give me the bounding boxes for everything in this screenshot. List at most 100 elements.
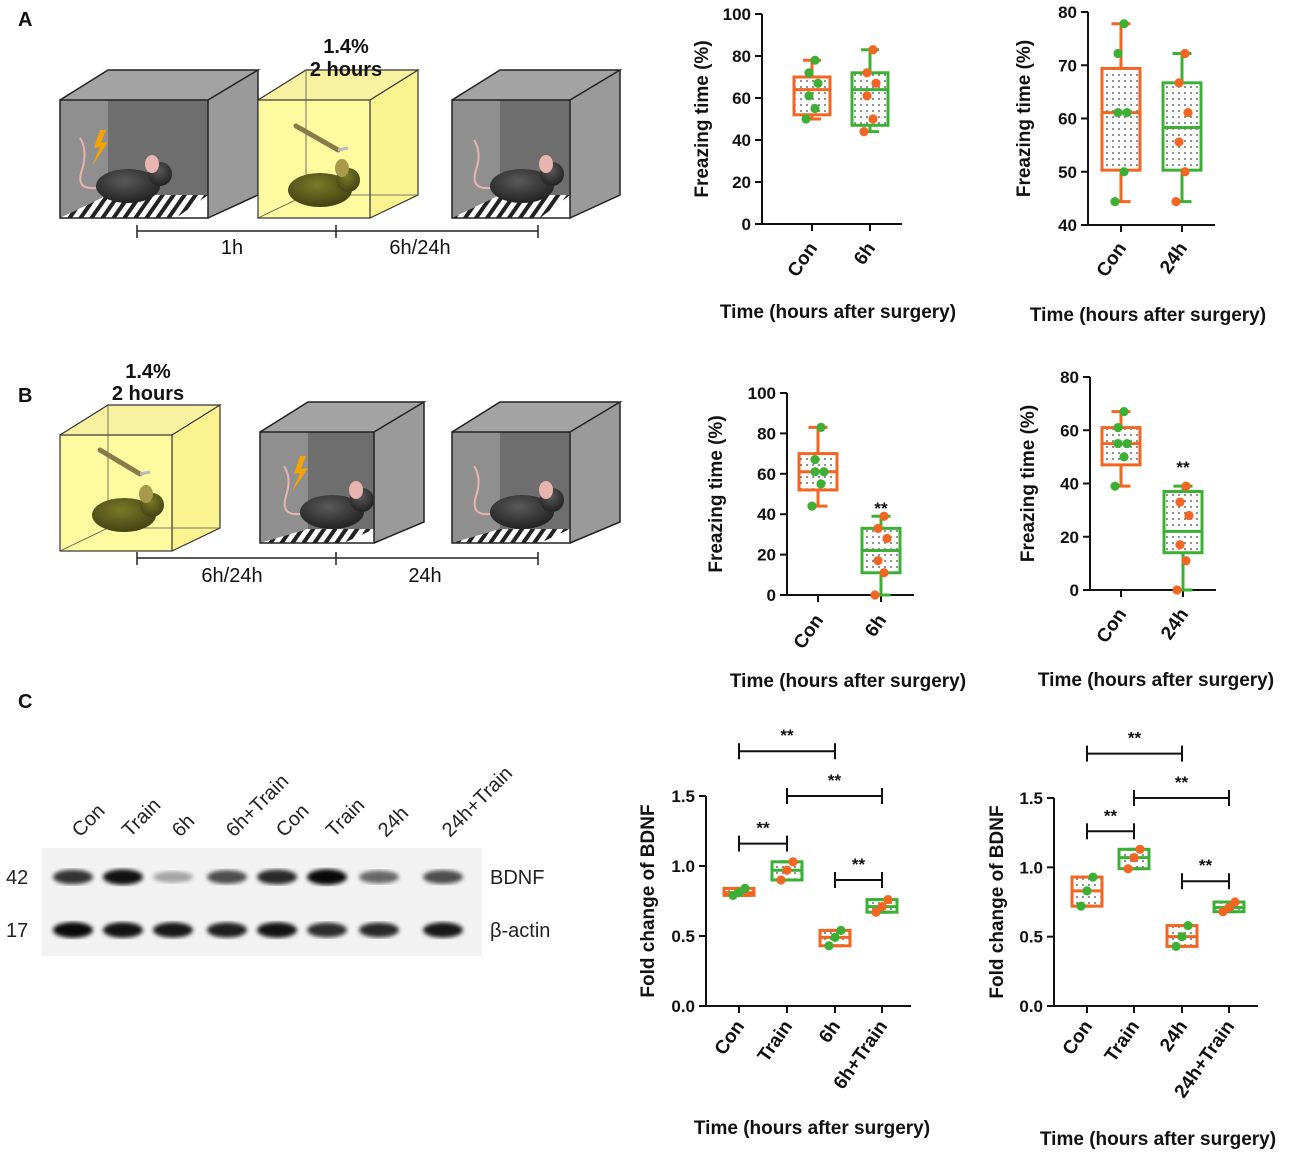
box-Train [1117,844,1151,874]
blot-band [359,870,399,884]
scalpel-icon [97,447,143,477]
box-6h [850,45,890,137]
lane-label: 24h+Train [438,762,517,841]
y-tick-label: 60 [1058,110,1077,129]
box-Con [1070,872,1104,911]
x-category-label: Con [784,239,822,281]
data-point [1175,540,1185,550]
blot-band [257,922,297,938]
data-point [1119,19,1129,29]
data-point [788,857,798,867]
iso-dose-label: 1.4% [323,36,369,58]
y-tick-label: 0.5 [671,927,695,946]
molecular-weight-label: 42 [6,867,28,889]
box-Con [722,883,756,901]
data-point [782,865,792,875]
y-tick-label: 0 [742,215,751,234]
box-24h [1165,920,1199,951]
x-category-label: 24h [1156,239,1192,278]
data-point [862,68,872,78]
data-point [824,941,834,951]
x-axis-title: Time (hours after surgery) [694,1118,930,1139]
data-point [1122,438,1132,449]
lane-label: Train [118,794,165,841]
data-point [1184,510,1194,521]
y-tick-label: 40 [1060,475,1079,494]
significance-marker: ** [828,771,842,790]
panel-a-schematic: 1.4% 2 hours 1h 6h/24h [59,36,623,259]
data-point [879,568,889,578]
y-axis-title: Freazing time (%) [706,415,727,572]
data-point [882,533,892,544]
blot-band [359,922,399,938]
data-point [776,875,786,885]
y-tick-label: 80 [1058,3,1077,22]
blot-band [423,922,463,938]
data-point [859,127,869,137]
y-axis-title: Freazing time (%) [1014,40,1035,197]
data-point [1113,48,1123,59]
significance-marker: ** [1199,856,1213,875]
data-point [871,907,881,917]
x-category-label: Con [1093,605,1131,647]
data-point [1122,108,1132,118]
y-tick-label: 1.0 [1019,858,1043,877]
iso-dose-label: 1.4% [125,361,171,383]
y-tick-label: 100 [748,384,776,403]
significance-marker: ** [1104,806,1118,825]
blot-band [423,870,463,884]
lane-label: Con [68,800,110,842]
y-tick-label: 70 [1058,56,1077,75]
data-point [816,422,826,432]
lane-label: Train [322,794,369,841]
y-tick-label: 1.5 [1019,789,1043,808]
lane-label: 24h [374,802,413,841]
blot-band [53,869,93,885]
chart-b-6h: 0 20 40 60 80 100 Con 6h Freazing time (%) Time (… [706,384,966,692]
y-tick-label: 60 [1060,421,1079,440]
x-category-label: Train [1101,1017,1144,1066]
box-Train [770,857,804,885]
data-point [810,455,820,465]
blot-band [103,869,143,885]
y-tick-label: 50 [1058,163,1077,182]
y-tick-label: 80 [732,47,751,66]
data-point [816,479,826,489]
data-point [830,932,840,943]
data-point [871,78,881,88]
blot-band [153,922,193,938]
data-point [1180,167,1190,177]
data-point [1113,108,1123,118]
mouse-icon [96,169,160,203]
mouse-icon [490,169,554,203]
data-point [1183,108,1193,118]
y-tick-label: 100 [723,5,751,24]
x-category-label: Con [790,611,828,653]
box-24h [1162,481,1204,595]
data-point [1119,167,1129,177]
iso-duration-label: 2 hours [310,59,382,81]
data-point [868,114,878,124]
blot-band [307,922,347,938]
data-point [873,523,883,533]
y-tick-label: 40 [757,505,776,524]
data-point [1224,902,1234,913]
data-point [1172,585,1182,595]
data-point [1113,438,1123,449]
data-point [836,925,846,936]
data-point [1171,941,1181,951]
timeline-label: 6h/24h [389,237,450,259]
box-Con [792,55,832,124]
box-Con [797,422,839,511]
data-point [1181,481,1191,491]
data-point [1177,932,1187,942]
x-category-label: 6h [861,611,891,641]
test-chamber-icon [451,401,623,544]
scalpel-icon [293,123,341,153]
x-axis-title: Time (hours after surgery) [1040,1129,1276,1150]
x-category-label: 24h [1157,605,1193,644]
x-axis-title: Time (hours after surgery) [720,302,956,323]
data-point [1175,497,1185,507]
